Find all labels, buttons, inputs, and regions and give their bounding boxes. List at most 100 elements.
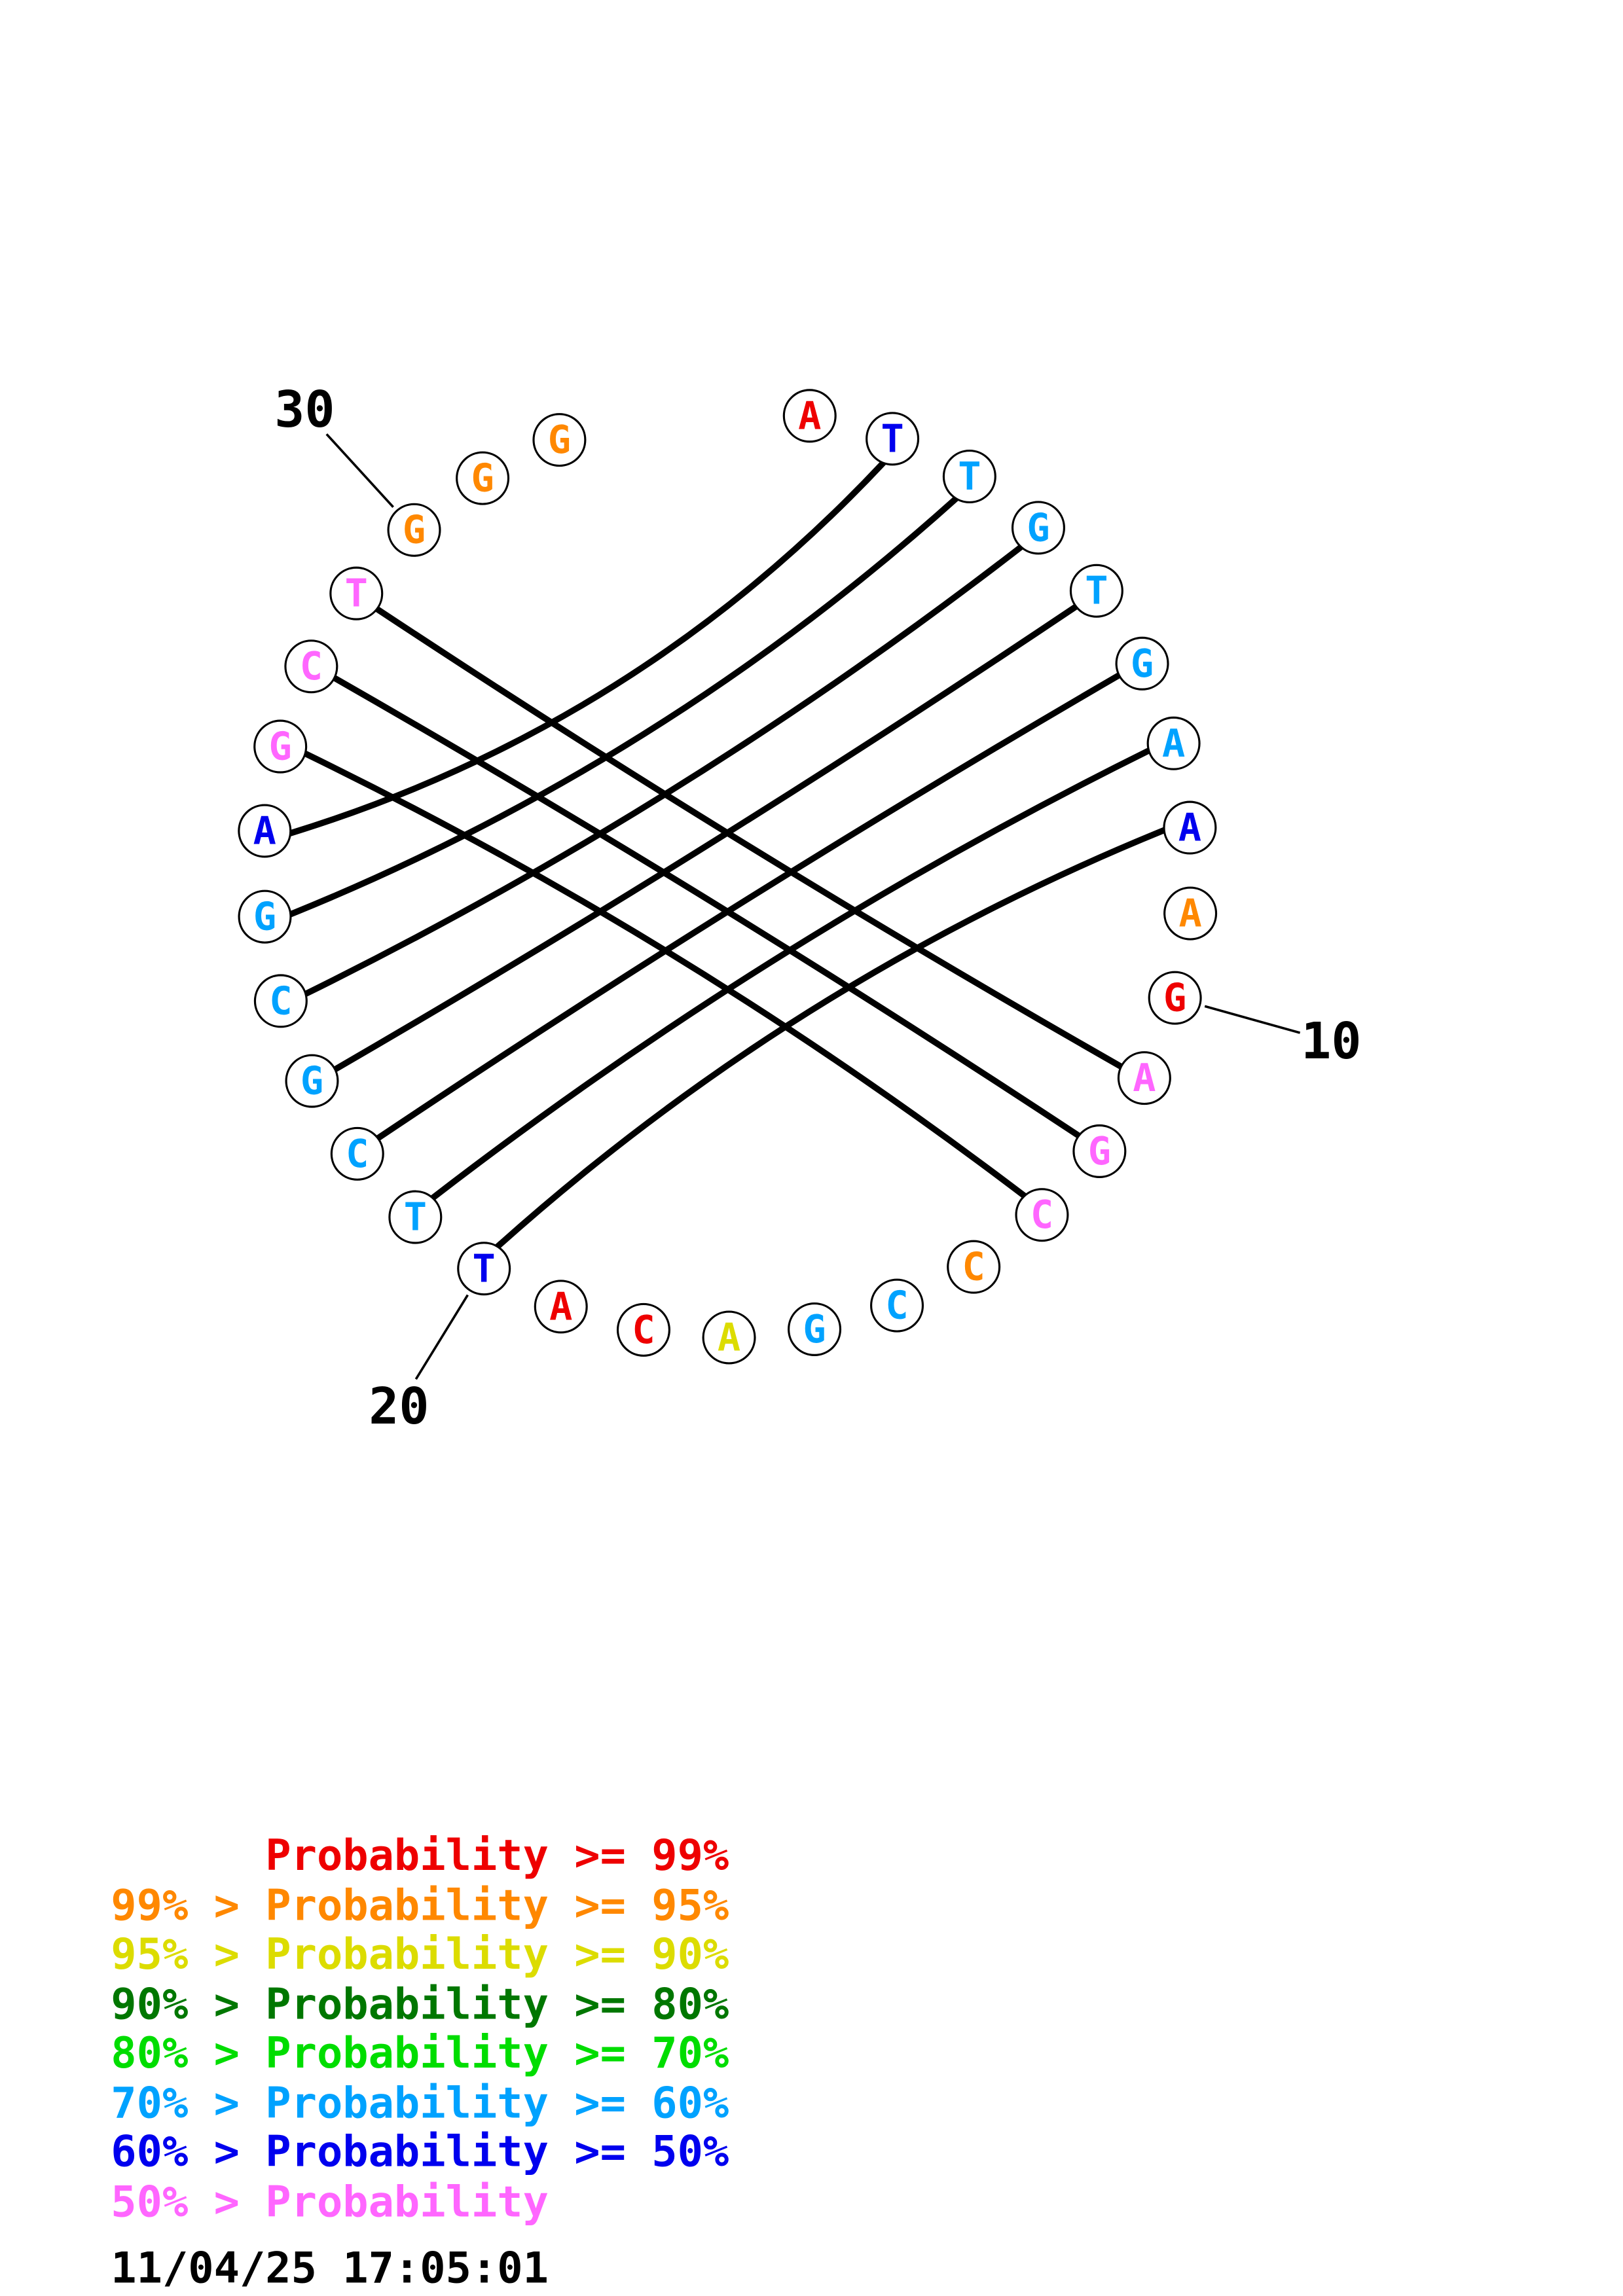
- nucleotide-16: G: [788, 1302, 842, 1356]
- nucleotide-letter: C: [885, 1283, 908, 1328]
- nucleotide-1: A: [782, 389, 837, 443]
- nucleotide-letter: A: [549, 1284, 572, 1329]
- nucleotide-4: G: [1011, 501, 1065, 555]
- pair-chord-6-22: [374, 672, 1123, 1141]
- nucleotide-letter: A: [718, 1316, 740, 1360]
- timestamp: 11/04/25 17:05:01: [111, 2244, 549, 2293]
- nucleotide-letter: C: [1030, 1193, 1053, 1237]
- nucleotide-letter: G: [1088, 1129, 1111, 1174]
- pair-chord-3-25: [287, 495, 960, 918]
- nucleotide-letter: A: [798, 393, 821, 438]
- nucleotide-circle: [1015, 1188, 1069, 1242]
- legend-row-60: 70% > Probability >= 60%: [111, 2078, 729, 2128]
- nucleotide-circle: [456, 451, 510, 505]
- nucleotide-circle: [285, 1054, 339, 1108]
- legend-row-90: 95% > Probability >= 90%: [111, 1929, 729, 1979]
- nucleotide-29: T: [329, 566, 384, 620]
- nucleotide-15: C: [870, 1278, 924, 1333]
- legend-row-95: 99% > Probability >= 95%: [111, 1880, 729, 1930]
- nucleotide-letter: G: [1131, 641, 1154, 686]
- legend-row-99: Probability >= 99%: [111, 1831, 729, 1880]
- legend-row-80: 90% > Probability >= 80%: [111, 1979, 729, 2029]
- nucleotide-circle: [1163, 886, 1218, 941]
- nucleotide-27: G: [253, 719, 308, 774]
- nucleotide-circle: [253, 719, 308, 774]
- nucleotide-circle: [329, 566, 384, 620]
- legend-row-70: 80% > Probability >= 70%: [111, 2028, 729, 2078]
- nucleotide-6: G: [1115, 636, 1169, 691]
- nucleotide-letter: T: [404, 1195, 427, 1240]
- label-leader-line: [325, 433, 394, 508]
- nucleotide-letter: G: [1027, 505, 1049, 550]
- nucleotide-letter: A: [1178, 806, 1201, 850]
- nucleotide-25: G: [238, 889, 292, 944]
- nucleotide-18: C: [616, 1302, 670, 1357]
- pairing-chords: [287, 459, 1167, 1250]
- nucleotide-circle: [253, 974, 308, 1028]
- nucleotide-letter: C: [300, 644, 323, 689]
- position-labels: 30 10 20: [274, 381, 1361, 1436]
- nucleotide-9: A: [1163, 886, 1218, 941]
- nucleotide-circle: [942, 450, 996, 504]
- label-leader-line: [1204, 1005, 1301, 1034]
- nucleotide-circle: [866, 412, 920, 466]
- nucleotide-letter: C: [962, 1245, 985, 1289]
- pair-chord-4-24: [302, 543, 1025, 997]
- nucleotide-letter: C: [269, 978, 292, 1023]
- nucleotide-circle: [1146, 716, 1201, 770]
- nucleotide-letter: G: [403, 508, 426, 552]
- nucleotide-2: T: [866, 412, 920, 466]
- legend-row-50: 60% > Probability >= 50%: [111, 2127, 729, 2177]
- nucleotide-circle: [1117, 1051, 1171, 1105]
- nucleotide-circle: [238, 889, 292, 944]
- position-label-10: 10: [1301, 1013, 1361, 1071]
- nucleotide-31: G: [456, 451, 510, 505]
- nucleotide-26: A: [238, 804, 292, 858]
- nucleotide-30: G: [387, 503, 441, 557]
- nucleotide-28: C: [284, 639, 338, 694]
- pair-chord-5-23: [332, 603, 1080, 1073]
- nucleotide-letter: T: [345, 571, 368, 616]
- nucleotide-circle: [1011, 501, 1065, 555]
- nucleotide-letter: A: [1162, 721, 1185, 766]
- nucleotide-letter: G: [301, 1059, 323, 1103]
- nucleotide-circle: [870, 1278, 924, 1333]
- probability-legend: Probability >= 99% 99% > Probability >= …: [111, 1831, 729, 2227]
- nucleotide-letter: C: [346, 1132, 369, 1176]
- nucleotide-circle: [1072, 1124, 1127, 1178]
- nucleotide-circle: [1115, 636, 1169, 691]
- nucleotide-20: T: [457, 1242, 511, 1296]
- nucleotide-letter: T: [473, 1246, 496, 1291]
- nucleotide-14: C: [947, 1240, 1001, 1294]
- nucleotide-letter: A: [1133, 1056, 1156, 1100]
- nucleotide-10: G: [1148, 971, 1202, 1025]
- nucleotide-circle: [1163, 800, 1217, 855]
- nucleotide-letter: T: [958, 454, 981, 499]
- nucleotide-letter: G: [1163, 976, 1186, 1020]
- nucleotide-circle: [534, 1280, 588, 1334]
- nucleotide-32: G: [532, 413, 587, 467]
- pair-chord-12-28: [331, 675, 1082, 1139]
- nucleotide-5: T: [1069, 564, 1123, 618]
- nucleotide-circle: [238, 804, 292, 858]
- nucleotide-letter: G: [471, 456, 494, 501]
- nucleotide-circle: [782, 389, 837, 443]
- nucleotide-circle: [1069, 564, 1123, 618]
- nucleotide-letter: G: [548, 418, 571, 462]
- legend-row-below-50: 50% > Probability: [111, 2177, 549, 2227]
- nucleotide-circle: [330, 1126, 384, 1181]
- nucleotide-21: T: [388, 1190, 443, 1244]
- nucleotide-19: A: [534, 1280, 588, 1334]
- nucleotide-8: A: [1163, 800, 1217, 855]
- position-label-20: 20: [369, 1378, 429, 1436]
- nucleotide-24: C: [253, 974, 308, 1028]
- nucleotide-23: G: [285, 1054, 339, 1108]
- nucleotide-letter: C: [632, 1308, 655, 1352]
- nucleotide-circle: [387, 503, 441, 557]
- nucleotide-circle: [616, 1302, 670, 1357]
- nucleotide-letter: G: [803, 1307, 826, 1352]
- pair-chord-11-29: [374, 605, 1125, 1070]
- nucleotide-circle: [702, 1310, 756, 1365]
